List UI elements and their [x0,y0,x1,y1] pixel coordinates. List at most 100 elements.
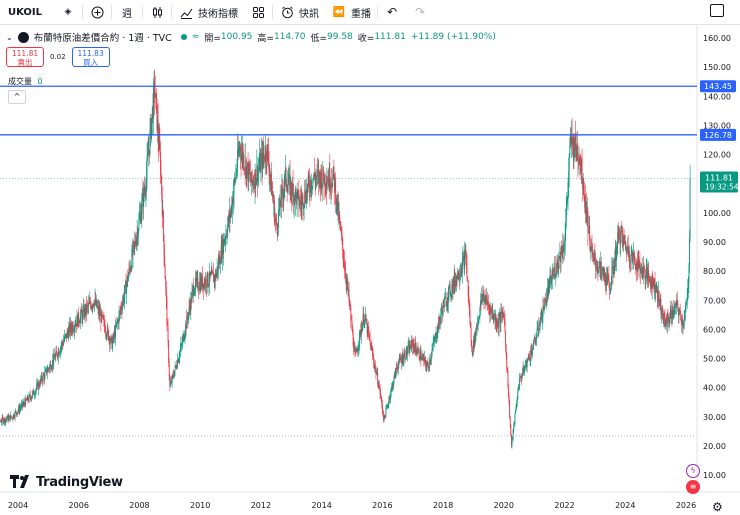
candle-body [158,138,160,149]
candle-body [148,150,150,156]
candle-body [119,310,121,312]
lightning-icon[interactable]: ϟ [686,464,700,478]
candle-body [501,312,503,314]
replay-button[interactable]: ⏪ 重播 [325,1,377,23]
candle-body [290,181,292,195]
candle-body [240,153,242,160]
volume-legend[interactable]: 成交量 0 [8,76,43,87]
gear-icon[interactable]: ⚙ [712,500,723,514]
candle-body [614,259,616,270]
candle-body [119,310,121,314]
candle-body [257,169,259,182]
candle-body [375,367,377,375]
diamond-icon[interactable]: ◈ [64,7,72,17]
series-title[interactable]: 布蘭特原油差價合約 · 1週 · TVC [33,33,172,44]
indicators-label[interactable]: 技術指標 [198,8,238,20]
tradingview-logo[interactable]: TradingView [10,473,123,492]
candle-body [309,189,311,193]
approx-icon: ≈ [191,32,200,42]
candle-body [265,147,267,160]
candle-body [673,312,675,316]
candle-body [672,306,674,316]
candle-body [586,211,588,220]
candle-body [4,418,6,423]
candle-body [279,197,281,211]
candle-body [146,157,148,175]
chevron-up-icon: ^ [13,92,21,101]
candle-body [286,188,288,192]
candle-body [160,174,162,177]
candle-body [123,297,125,302]
candle-body [358,343,360,348]
candle-body [629,261,631,263]
symbol-search[interactable]: UKOIL ◈ [0,1,82,23]
alerts-button[interactable]: 快訊 [273,1,325,23]
indicators-button[interactable]: 技術指標 [172,1,244,23]
candle-body [654,278,656,293]
price-axis[interactable]: 160.00150.00140.00130.00120.00110.00100.… [696,25,731,492]
candle-body [291,182,293,197]
replay-label[interactable]: 重播 [351,8,371,20]
candle-body [181,343,183,345]
candle-body [125,281,127,294]
candle-body [93,305,95,307]
candle-body [198,289,200,291]
interval-label[interactable]: 週 [122,8,132,20]
candle-body [199,281,201,290]
candle-body [371,346,373,350]
fullscreen-icon[interactable] [710,4,724,17]
chart-type-button[interactable] [143,1,171,23]
templates-button[interactable] [244,1,272,23]
candle-body [242,155,244,162]
candle-body [494,314,496,321]
symbol-name[interactable]: UKOIL [8,6,43,18]
undo-button[interactable]: ↶ [378,1,406,23]
candle-body [411,340,413,349]
candle-body [405,358,407,360]
redo-button[interactable]: ↷ [406,1,434,23]
candle-body [675,303,677,308]
candle-body [446,304,448,307]
candle-body [369,339,371,343]
candle-body [260,157,262,172]
chevron-down-icon[interactable]: ⌄ [6,32,13,42]
candle-body [98,309,100,314]
candle-body [283,185,285,191]
candle-body [562,245,564,252]
sell-button[interactable]: 111.81 賣出 [6,47,44,67]
collapse-legend-button[interactable]: ^ [8,90,26,104]
candle-body [255,179,257,186]
candle-body [268,164,270,177]
candle-body [618,228,620,237]
candle-body [265,147,267,162]
candle-body [442,301,444,315]
candle-body [630,255,632,263]
horizontal-lines[interactable] [0,85,697,437]
us-flag-icon[interactable]: ≡ [686,480,700,494]
candle-body [453,279,455,287]
candle-body [521,375,523,380]
buy-button[interactable]: 111.83 買入 [71,47,110,67]
candle-body [165,286,167,300]
compare-button[interactable] [83,1,111,23]
candle-body [477,324,478,327]
candle-body [489,308,491,315]
candle-body [438,316,440,330]
candle-body [593,252,595,255]
candle-body [74,326,76,327]
candle-body [330,183,332,189]
candle-body [555,271,557,275]
interval-button[interactable]: 週 [112,1,142,23]
alerts-label[interactable]: 快訊 [299,8,319,20]
candle-body [674,305,676,307]
candle-body [562,245,564,256]
candle-body [188,312,189,320]
candle-body [68,328,70,339]
candle-body [76,315,78,327]
candle-body [508,387,509,397]
time-axis[interactable]: 2004 2006 2008 2010 2012 2014 2016 2018 2020 2022… [0,491,740,510]
candle-body [297,190,299,193]
candle-body [137,231,139,239]
candle-body [661,314,662,316]
